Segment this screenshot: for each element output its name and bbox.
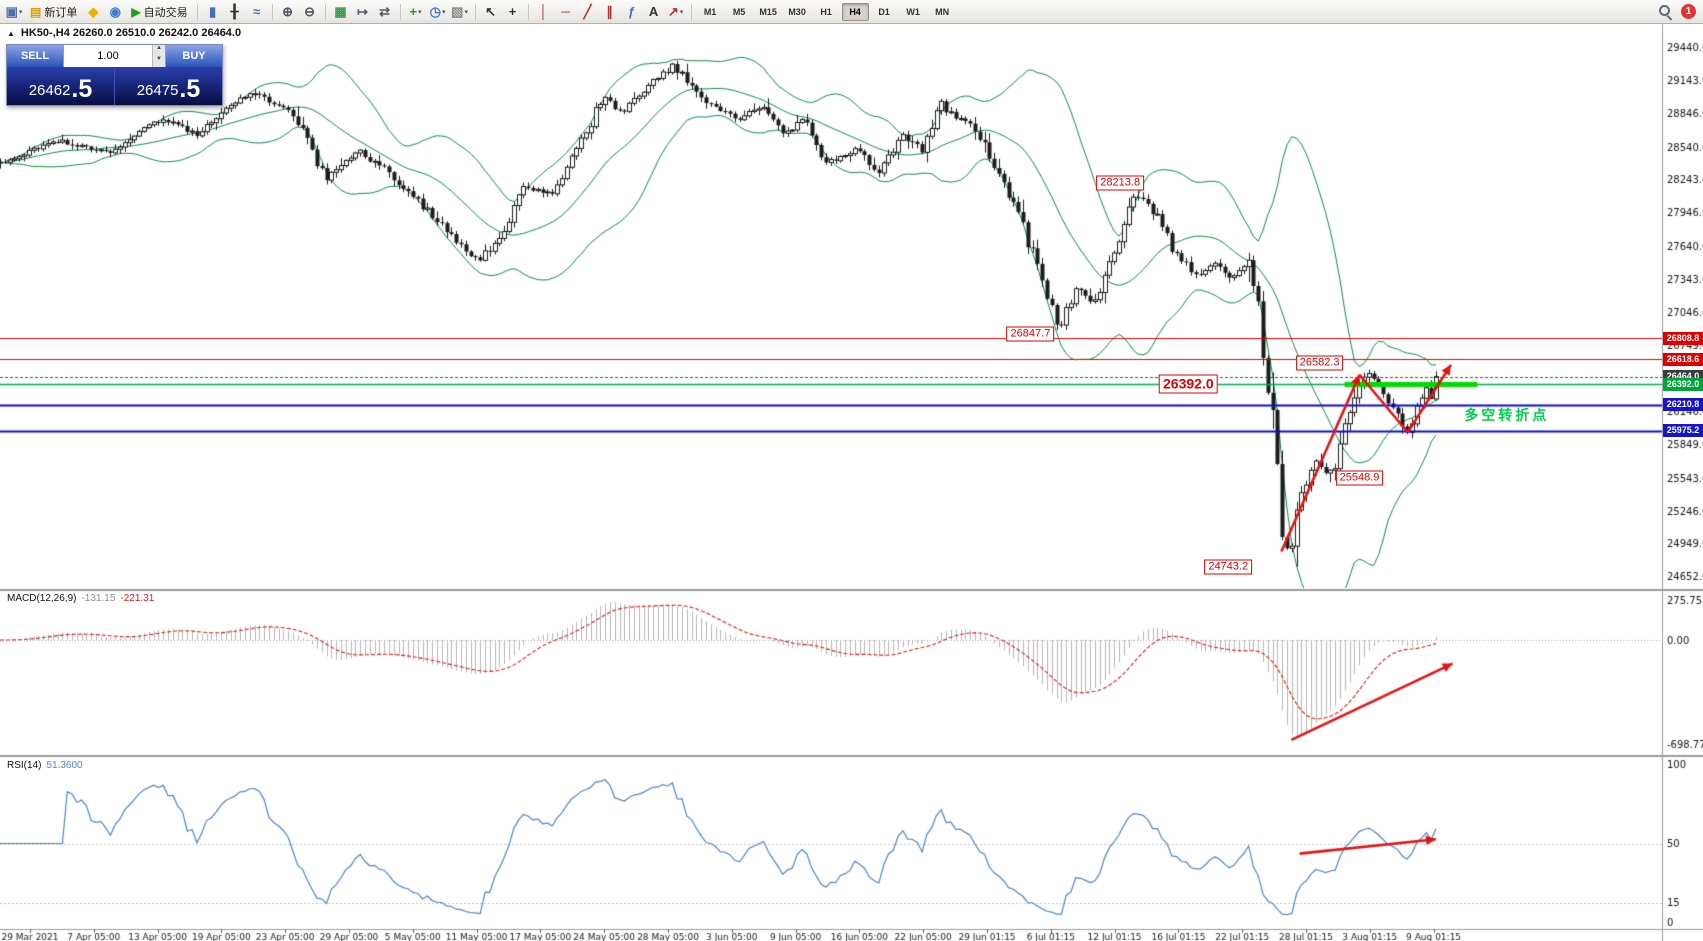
- timeframe-toolbar: M1 M5 M15 M30 H1 H4 D1 W1 MN: [696, 2, 957, 21]
- timeframe-m15-button[interactable]: M15: [759, 6, 777, 17]
- one-click-trading-panel: SELL ▲ ▼ BUY 26462 .5 26475 .5: [6, 44, 223, 106]
- autotrading-button-label: 自动交易: [143, 6, 188, 19]
- dropdown-caret-icon: ▾: [464, 8, 468, 16]
- line-chart-icon: ≈: [253, 4, 261, 19]
- bar-chart-icon[interactable]: ▮: [203, 3, 223, 21]
- zoom-in-icon: ⊕: [282, 3, 294, 19]
- volume-input[interactable]: [64, 45, 152, 67]
- toolbar-separator: [271, 3, 273, 20]
- timeframe-h1-button[interactable]: H1: [820, 6, 832, 17]
- horizontal-line-icon: ─: [560, 4, 571, 19]
- dropdown-caret-icon: ▾: [679, 8, 684, 16]
- fibonacci-icon: ƒ: [627, 4, 636, 19]
- sell-price-big: .5: [71, 75, 93, 103]
- new-order-button-label: 新订单: [44, 6, 78, 19]
- text-icon: A: [648, 4, 659, 19]
- zoom-in-icon[interactable]: ⊕: [278, 3, 298, 21]
- trendline-icon: ╱: [583, 3, 592, 19]
- chart-shift-icon[interactable]: ⇄: [375, 3, 395, 21]
- new-chart-icon[interactable]: ▣ ▾: [4, 3, 24, 21]
- timeframe-mn-button[interactable]: MN: [935, 6, 950, 17]
- tile-windows-icon: ▦: [334, 3, 347, 19]
- timeframe-d1-button[interactable]: D1: [878, 6, 890, 17]
- timeframe-w1-button[interactable]: W1: [906, 6, 920, 17]
- search-icon[interactable]: [1658, 4, 1673, 19]
- toolbar-right-group: 1: [1658, 4, 1700, 19]
- dropdown-caret-icon: ▾: [441, 8, 446, 16]
- vertical-line-icon[interactable]: │: [534, 3, 554, 21]
- toolbar-separator: [324, 3, 326, 20]
- trendline-icon[interactable]: ╱: [578, 3, 598, 21]
- timeframe-m30-button[interactable]: M30: [788, 6, 806, 17]
- periods-icon: ◷: [429, 3, 441, 19]
- fibonacci-icon[interactable]: ƒ: [622, 3, 642, 21]
- notification-badge[interactable]: 1: [1681, 4, 1696, 19]
- timeframe-h4-button[interactable]: H4: [841, 2, 869, 21]
- horizontal-line-icon[interactable]: ─: [556, 3, 576, 21]
- toolbar-separator: [474, 3, 476, 20]
- market-icon[interactable]: ◉: [105, 3, 125, 21]
- new-order-button: ▤: [30, 4, 42, 19]
- tile-windows-icon[interactable]: ▦: [331, 3, 351, 21]
- trade-panel-prices: 26462 .5 26475 .5: [7, 67, 222, 105]
- templates-icon: ▧: [451, 3, 464, 19]
- channel-icon: ∥: [606, 3, 613, 19]
- new-chart-icon: ▣: [5, 3, 18, 19]
- timeframe-m5-button[interactable]: M5: [732, 6, 746, 17]
- trade-panel-controls: SELL ▲ ▼ BUY: [7, 45, 222, 67]
- sell-price-main: 26462: [28, 82, 71, 99]
- dropdown-caret-icon: ▾: [418, 8, 422, 16]
- buy-price-main: 26475: [136, 82, 179, 99]
- volume-field: ▲ ▼: [63, 45, 166, 67]
- metaeditor-icon[interactable]: ◆: [83, 3, 103, 21]
- cursor-icon[interactable]: ↖: [481, 3, 501, 21]
- candlestick-icon[interactable]: ╂: [225, 3, 245, 21]
- zoom-out-icon[interactable]: ⊖: [300, 3, 320, 21]
- arrows-icon[interactable]: ↗ ▾: [666, 3, 686, 21]
- indicators-icon: +: [409, 4, 418, 19]
- autotrading-button: ▶: [131, 4, 141, 19]
- stepper-up-icon[interactable]: ▲: [153, 45, 165, 56]
- toolbar-separator: [399, 3, 401, 20]
- candlestick-icon: ╂: [230, 3, 239, 19]
- new-order-button[interactable]: ▤ 新订单: [25, 3, 82, 21]
- crosshair-icon[interactable]: +: [503, 3, 523, 21]
- auto-scroll-icon: ↦: [357, 3, 369, 19]
- templates-icon[interactable]: ▧ ▾: [450, 3, 470, 21]
- metaeditor-icon: ◆: [88, 3, 99, 19]
- autotrading-button[interactable]: ▶ 自动交易: [126, 3, 192, 21]
- sell-price-button[interactable]: 26462 .5: [7, 67, 114, 105]
- toolbar-separator: [196, 3, 198, 20]
- buy-price-button[interactable]: 26475 .5: [114, 67, 222, 105]
- buy-button[interactable]: BUY: [166, 45, 222, 67]
- market-icon: ◉: [109, 3, 122, 19]
- buy-price-big: .5: [179, 75, 201, 103]
- cursor-icon: ↖: [485, 3, 497, 19]
- toolbar-icon-group: ▣ ▾ ▤ 新订单 ◆ ◉ ▶ 自动交易 ▮ ╂ ≈ ⊕ ⊖ ▦ ↦ ⇄ + ▾ ◷ ▾ ▧ ▾ ↖ + │ ─ ╱ ∥ ƒ A ↗ ▾: [3, 3, 696, 21]
- dropdown-caret-icon: ▾: [18, 8, 23, 16]
- bar-chart-icon: ▮: [209, 3, 217, 19]
- volume-stepper[interactable]: ▲ ▼: [152, 45, 165, 67]
- indicators-icon[interactable]: + ▾: [406, 3, 426, 21]
- sell-button[interactable]: SELL: [7, 45, 63, 67]
- arrows-icon: ↗: [667, 3, 679, 19]
- chart-shift-icon: ⇄: [379, 3, 391, 19]
- text-icon[interactable]: A: [644, 3, 664, 21]
- vertical-line-icon: │: [539, 4, 548, 19]
- zoom-out-icon: ⊖: [304, 3, 316, 19]
- crosshair-icon: +: [508, 4, 517, 19]
- line-chart-icon[interactable]: ≈: [247, 3, 267, 21]
- stepper-down-icon[interactable]: ▼: [153, 56, 165, 67]
- toolbar-separator: [527, 3, 529, 20]
- auto-scroll-icon[interactable]: ↦: [353, 3, 373, 21]
- channel-icon[interactable]: ∥: [600, 3, 620, 21]
- main-toolbar: ▣ ▾ ▤ 新订单 ◆ ◉ ▶ 自动交易 ▮ ╂ ≈ ⊕ ⊖ ▦ ↦ ⇄ + ▾ ◷ ▾ ▧ ▾ ↖ + │ ─ ╱ ∥ ƒ A ↗ ▾ M1…: [0, 0, 1703, 24]
- toolbar-separator: [690, 3, 692, 20]
- periods-icon[interactable]: ◷ ▾: [428, 3, 448, 21]
- timeframe-m1-button[interactable]: M1: [703, 6, 717, 17]
